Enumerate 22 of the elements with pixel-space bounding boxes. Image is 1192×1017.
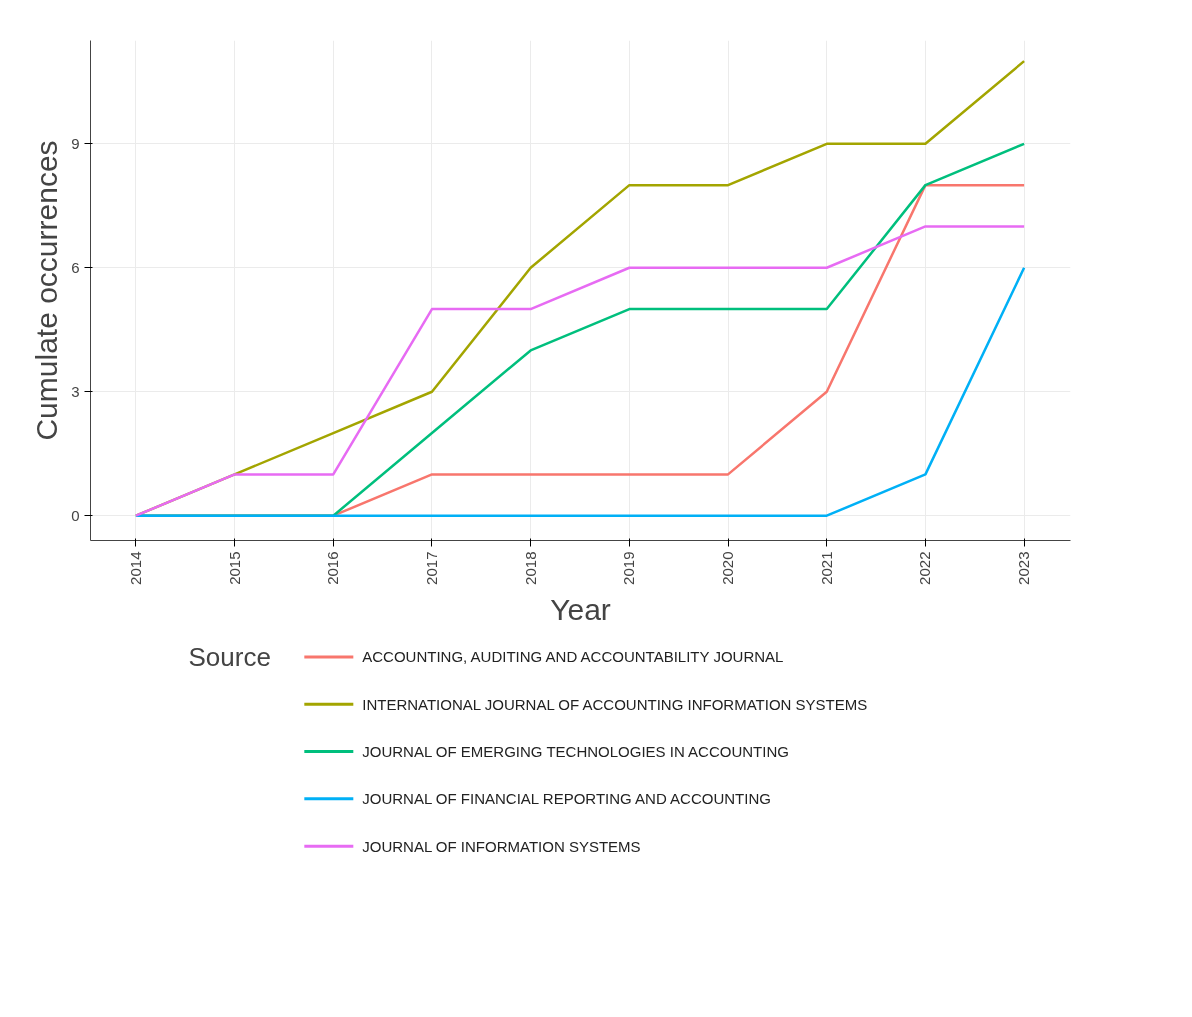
legend-label: JOURNAL OF EMERGING TECHNOLOGIES IN ACCOUNTING xyxy=(362,743,789,761)
y-tick-label: 3 xyxy=(71,382,80,400)
x-tick-label: 2017 xyxy=(422,551,440,585)
x-tick-label: 2023 xyxy=(1015,551,1033,585)
x-tick-label: 2015 xyxy=(225,551,243,585)
x-tick-label: 2014 xyxy=(126,551,144,585)
x-tick-label: 2018 xyxy=(521,551,539,585)
x-tick-label: 2019 xyxy=(620,551,638,585)
x-tick-label: 2021 xyxy=(817,551,835,585)
legend-label: JOURNAL OF INFORMATION SYSTEMS xyxy=(362,837,641,855)
y-tick-label: 0 xyxy=(71,506,80,524)
y-axis-title: Cumulate occurrences xyxy=(30,140,64,441)
y-tick-label: 9 xyxy=(71,134,80,152)
legend-title: Source xyxy=(188,641,271,672)
legend-label: ACCOUNTING, AUDITING AND ACCOUNTABILITY JOURNAL xyxy=(362,648,784,666)
x-tick-label: 2016 xyxy=(324,551,342,585)
y-tick-label: 6 xyxy=(71,258,80,276)
x-axis-title: Year xyxy=(550,592,611,626)
x-tick-label: 2022 xyxy=(916,551,934,585)
legend-label: INTERNATIONAL JOURNAL OF ACCOUNTING INFORMATION SYSTEMS xyxy=(362,695,868,713)
legend-label: JOURNAL OF FINANCIAL REPORTING AND ACCOUNTING xyxy=(362,790,771,808)
x-tick-label: 2020 xyxy=(719,551,737,585)
